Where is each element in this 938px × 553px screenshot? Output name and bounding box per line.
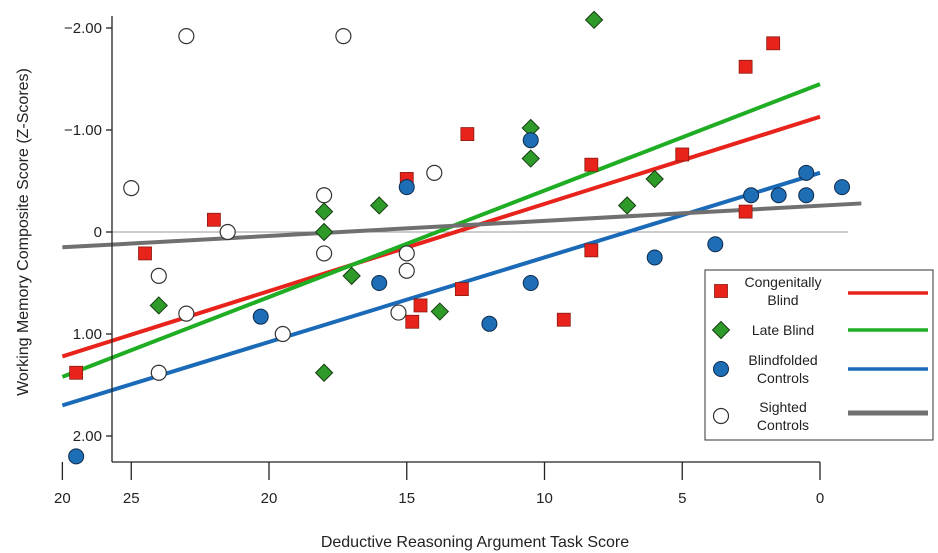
point-series1-8	[521, 149, 540, 168]
legend-label-0-line-0: Congenitally	[744, 274, 821, 290]
point-series2-4	[522, 132, 539, 149]
point-series2-8	[707, 236, 724, 253]
point-series2-0	[68, 448, 85, 465]
point-series1-4	[342, 266, 361, 286]
legend-label-1: Late Blind	[752, 322, 814, 338]
fit-line-3	[62, 201, 862, 250]
x-tick-label-0: 20	[54, 490, 71, 507]
point-series0-6	[454, 282, 469, 297]
legend-label-3-line-0: Sighted	[759, 399, 806, 415]
point-series2-12	[798, 164, 815, 181]
legend-marker-0	[714, 284, 728, 298]
point-series3-11	[398, 262, 415, 279]
legend-marker-1	[711, 320, 731, 340]
point-series1-6	[430, 302, 450, 321]
y-tick-label-2: 0	[94, 224, 102, 241]
fit-line-1	[61, 82, 821, 379]
point-series0-9	[584, 157, 599, 172]
point-series1-5	[369, 196, 389, 215]
point-series0-8	[556, 312, 571, 327]
point-series2-9	[743, 187, 760, 204]
point-series3-6	[316, 187, 333, 204]
point-series3-7	[316, 245, 333, 262]
point-series0-0	[69, 365, 84, 380]
point-series3-13	[150, 364, 167, 381]
y-tick-label-3: 1.00	[73, 326, 102, 343]
legend-label-2: Blindfolded Controls	[748, 352, 817, 386]
point-series1-9	[584, 10, 604, 30]
point-series0-5	[413, 298, 428, 313]
axes: −2.00 −1.00 0 1.00 2.00 20 25 20 15 10 5 0	[54, 16, 824, 507]
point-series3-8	[335, 28, 352, 45]
legend-label-1-line-0: Late Blind	[752, 322, 814, 338]
x-tick-label-5: 5	[678, 490, 686, 507]
data-points	[68, 10, 851, 465]
legend-label-2-line-0: Blindfolded	[748, 352, 817, 368]
point-series0-10	[584, 243, 599, 258]
x-tick-label-2: 20	[261, 490, 278, 507]
point-series3-1	[150, 267, 167, 284]
legend-label-0: Congenitally Blind	[744, 274, 821, 308]
point-series2-1	[252, 308, 269, 325]
point-series2-10	[770, 187, 787, 204]
point-series0-4	[405, 314, 420, 329]
point-series3-4	[219, 223, 236, 241]
point-series1-1	[314, 202, 334, 221]
point-series1-10	[617, 196, 637, 215]
point-series3-2	[178, 28, 195, 45]
y-axis-title: Working Memory Composite Score (Z-Scores…	[15, 68, 32, 396]
legend-label-0-line-1: Blind	[767, 292, 798, 308]
x-tick-label-1: 25	[123, 490, 140, 507]
y-tick-label-1: −1.00	[64, 122, 102, 139]
point-series1-2	[314, 222, 334, 242]
point-series3-12	[426, 164, 443, 181]
legend-marker-3	[712, 407, 730, 425]
point-series1-11	[645, 169, 664, 189]
point-series2-5	[522, 275, 539, 291]
point-series0-7	[460, 127, 475, 141]
point-series3-0	[123, 180, 140, 197]
legend-label-3-line-1: Controls	[757, 417, 809, 433]
point-series1-3	[314, 363, 334, 382]
x-tick-label-6: 0	[816, 490, 824, 507]
point-series2-2	[371, 275, 388, 291]
point-series3-9	[390, 304, 407, 321]
point-series2-11	[798, 187, 815, 204]
point-series0-14	[738, 204, 753, 219]
y-tick-label-4: 2.00	[73, 428, 102, 445]
point-series3-3	[178, 305, 195, 322]
point-series2-7	[646, 249, 663, 266]
point-series0-12	[738, 59, 753, 74]
x-axis-title: Deductive Reasoning Argument Task Score	[321, 534, 629, 551]
point-series2-13	[834, 179, 851, 196]
point-series2-6	[481, 315, 498, 332]
y-tick-label-0: −2.00	[64, 20, 102, 37]
point-series0-2	[206, 212, 221, 227]
point-series0-13	[766, 36, 781, 51]
legend: Congenitally Blind Late Blind Blindfolded Co…	[704, 269, 934, 441]
legend-marker-2	[713, 361, 729, 377]
point-series3-10	[398, 245, 415, 262]
x-tick-label-4: 10	[536, 490, 553, 507]
legend-label-2-line-1: Controls	[757, 370, 809, 386]
point-series1-0	[149, 296, 169, 315]
point-series3-5	[274, 325, 291, 343]
point-series0-1	[138, 246, 152, 261]
point-series0-11	[675, 147, 690, 162]
x-tick-label-3: 15	[398, 490, 415, 507]
legend-label-3: Sighted Controls	[757, 399, 809, 433]
point-series2-3	[398, 179, 415, 196]
